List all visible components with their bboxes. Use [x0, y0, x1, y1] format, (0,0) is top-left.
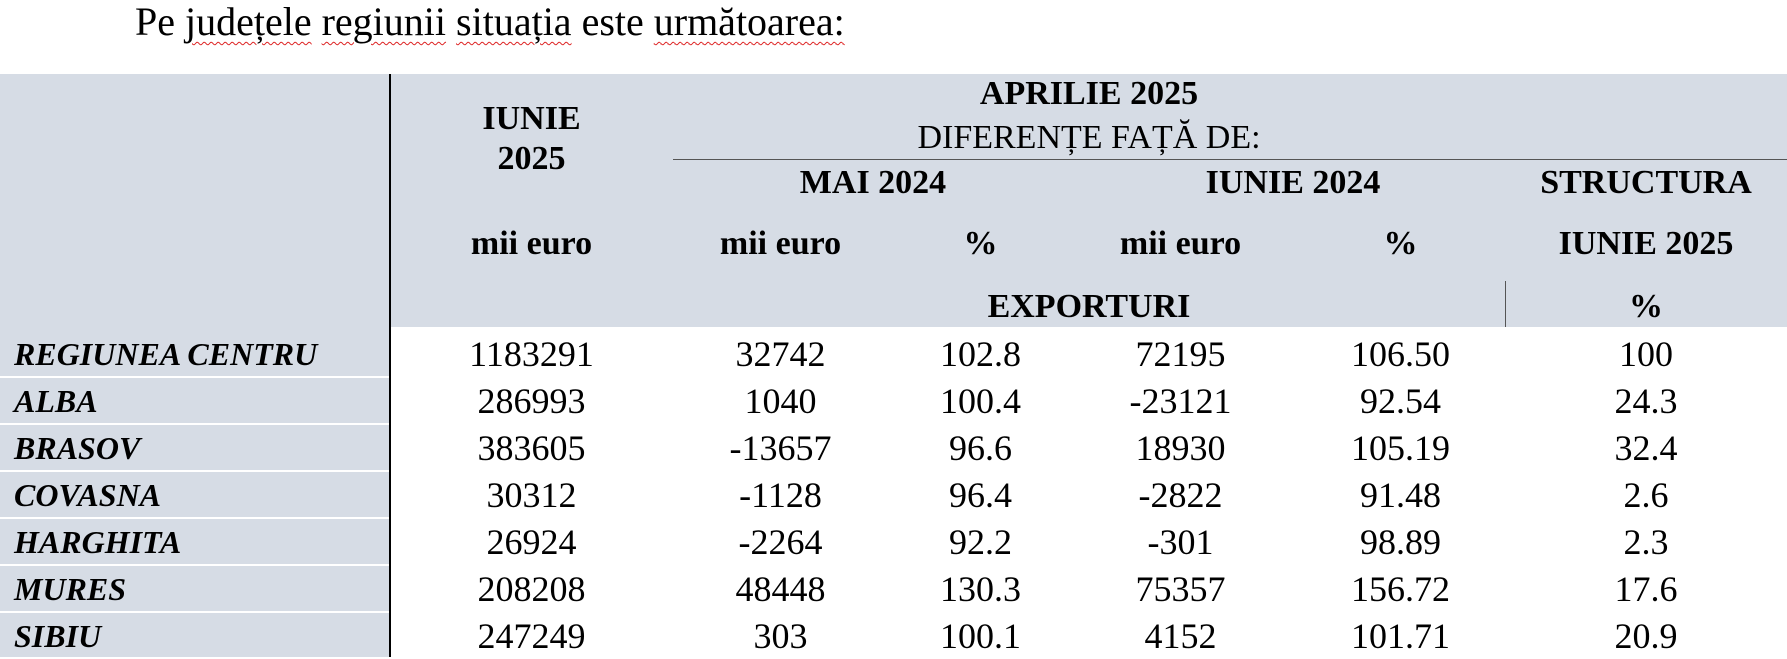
table-cell-structura: 2.6 — [1623, 475, 1669, 515]
unit-iun-pct: % — [1383, 225, 1418, 262]
table-cell-mai-pct: 100.4 — [940, 381, 1021, 421]
row-label-background — [0, 327, 389, 657]
table-cell-iun-pct: 105.19 — [1351, 428, 1450, 468]
table-cell-structura: 2.3 — [1623, 522, 1669, 562]
table-cell-mai-pct: 102.8 — [940, 334, 1021, 374]
table-cell-structura: 17.6 — [1614, 569, 1678, 609]
table-cell-mai-pct: 92.2 — [949, 522, 1012, 562]
table-cell-mai-pct: 96.4 — [949, 475, 1012, 515]
row-label: BRASOV — [14, 430, 141, 466]
intro-word-flagged: situația — [456, 0, 572, 44]
table-cell-mai-pct: 100.1 — [940, 616, 1021, 656]
table-cell-iunie2025: 30312 — [486, 475, 577, 515]
table-cell-iun-mii: 18930 — [1135, 428, 1226, 468]
row-label: HARGHITA — [14, 524, 182, 560]
table-cell-structura: 20.9 — [1614, 616, 1678, 656]
table-cell-mai-mii: 1040 — [744, 381, 817, 421]
table-cell-mai-mii: 48448 — [735, 569, 826, 609]
row-separator — [0, 564, 389, 566]
table-cell-iun-mii: -2822 — [1138, 475, 1223, 515]
table-cell-mai-mii: 32742 — [735, 334, 826, 374]
table-cell-iun-pct: 156.72 — [1351, 569, 1450, 609]
intro-word-flagged: următoarea: — [653, 0, 845, 44]
unit-iun-mii: mii euro — [1119, 225, 1242, 262]
header-mai-2024: MAI 2024 — [799, 164, 947, 201]
header-exporturi: EXPORTURI — [987, 288, 1191, 325]
table-cell-iunie2025: 383605 — [477, 428, 586, 468]
header-group-title: APRILIE 2025 — [979, 75, 1199, 112]
table-cell-iun-mii: 72195 — [1135, 334, 1226, 374]
header-iunie-2025-line2: 2025 — [497, 140, 566, 177]
table-cell-mai-mii: -2264 — [738, 522, 823, 562]
row-separator — [0, 376, 389, 378]
table-cell-iun-pct: 91.48 — [1360, 475, 1441, 515]
header-structura-sub: IUNIE 2025 — [1558, 225, 1734, 262]
row-separator — [0, 611, 389, 613]
table-cell-mai-mii: -1128 — [739, 475, 822, 515]
table-cell-mai-mii: 303 — [753, 616, 808, 656]
row-separator — [0, 517, 389, 519]
intro-word-flagged: regiunii — [321, 0, 447, 44]
row-separator — [0, 470, 389, 472]
row-label: SIBIU — [14, 618, 102, 654]
table-cell-structura: 24.3 — [1614, 381, 1678, 421]
table-cell-iunie2025: 26924 — [486, 522, 577, 562]
unit-iunie-2025: mii euro — [470, 225, 593, 262]
table-cell-iun-pct: 92.54 — [1360, 381, 1441, 421]
intro-word-flagged: județele — [185, 0, 312, 44]
intro-word: este — [581, 0, 644, 44]
row-separator — [0, 423, 389, 425]
table-cell-iun-mii: -301 — [1147, 522, 1214, 562]
row-label: ALBA — [14, 383, 98, 419]
unit-mai-mii: mii euro — [719, 225, 842, 262]
table-cell-mai-pct: 96.6 — [949, 428, 1012, 468]
table-cell-iunie2025: 208208 — [477, 569, 586, 609]
table-cell-iun-mii: 75357 — [1135, 569, 1226, 609]
header-iunie-2024: IUNIE 2024 — [1205, 164, 1381, 201]
group-header-rule — [673, 159, 1787, 160]
row-label: REGIUNEA CENTRU — [14, 336, 318, 372]
table-cell-structura: 32.4 — [1614, 428, 1678, 468]
intro-word: Pe — [135, 0, 175, 44]
intro-sentence: Pe județele regiunii situația este următ… — [135, 0, 845, 44]
table-header-background — [0, 74, 1787, 327]
table-cell-mai-pct: 130.3 — [940, 569, 1021, 609]
header-structura-unit: % — [1629, 288, 1663, 325]
table-cell-iun-mii: 4152 — [1144, 616, 1217, 656]
table-cell-iun-pct: 106.50 — [1351, 334, 1450, 374]
table-cell-iunie2025: 247249 — [477, 616, 586, 656]
header-structura: STRUCTURA — [1540, 164, 1752, 201]
header-iunie-2025-line1: IUNIE — [482, 100, 581, 137]
table-cell-mai-mii: -13657 — [729, 428, 832, 468]
row-label: COVASNA — [14, 477, 162, 513]
table-cell-structura: 100 — [1619, 334, 1673, 374]
unit-mai-pct: % — [963, 225, 998, 262]
table-cell-iun-pct: 101.71 — [1351, 616, 1450, 656]
table-cell-iunie2025: 1183291 — [469, 334, 594, 374]
structura-divider — [1505, 281, 1506, 327]
header-group-subtitle: DIFERENȚE FAȚĂ DE: — [917, 119, 1261, 156]
table-cell-iun-mii: -23121 — [1129, 381, 1232, 421]
table-cell-iunie2025: 286993 — [477, 381, 586, 421]
table-cell-iun-pct: 98.89 — [1360, 522, 1441, 562]
row-label: MURES — [14, 571, 127, 607]
label-column-divider — [389, 74, 391, 657]
